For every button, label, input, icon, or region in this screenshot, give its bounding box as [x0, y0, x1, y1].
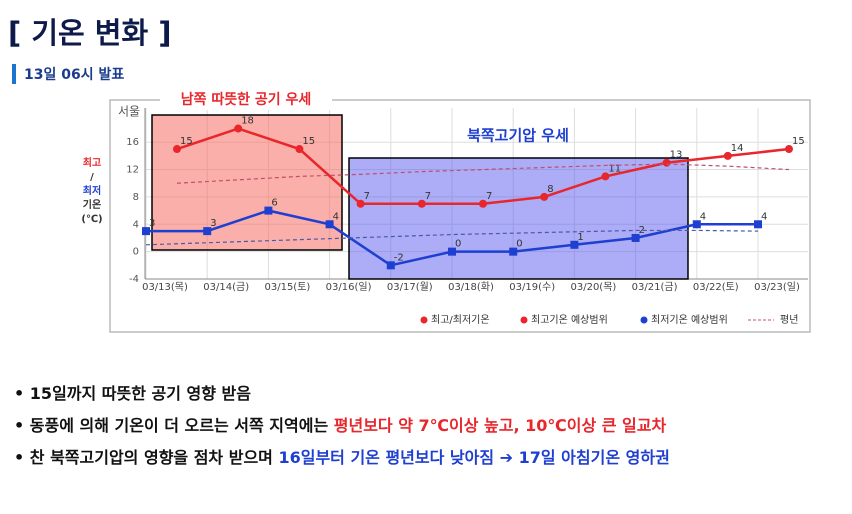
point — [264, 206, 273, 215]
point — [754, 220, 762, 229]
point — [631, 233, 640, 242]
data-label: 14 — [731, 143, 744, 154]
y-tick-label: 8 — [133, 192, 139, 203]
data-label: 15 — [302, 136, 315, 147]
y-label: / — [90, 172, 94, 183]
point — [142, 227, 150, 236]
x-tick-label: 03/21(금) — [632, 281, 678, 293]
label-bg — [160, 90, 332, 110]
data-label: 4 — [700, 211, 706, 222]
data-label: 0 — [455, 239, 461, 250]
x-tick-label: 03/20(목) — [570, 281, 616, 293]
x-tick-label: 03/15(토) — [264, 282, 310, 293]
point — [417, 199, 426, 208]
data-label: 6 — [271, 198, 277, 209]
bullet-text: 동풍에 의해 기온이 더 오르는 서쪽 지역에는 — [29, 416, 334, 435]
point — [540, 192, 549, 201]
point — [448, 247, 456, 256]
y-tick-label: 12 — [126, 165, 139, 176]
data-label: 11 — [608, 163, 621, 174]
point — [173, 145, 181, 154]
data-label: 3 — [149, 218, 155, 229]
bullet: • 15일까지 따뜻한 공기 영향 받음 — [14, 384, 251, 403]
legend-swatch — [640, 316, 648, 324]
data-label: 18 — [241, 116, 254, 127]
y-label: 기온 — [83, 198, 101, 211]
y-label: 최고 — [83, 156, 101, 169]
annotation: 북쪽고기압 우세 — [467, 127, 569, 145]
point — [692, 220, 701, 229]
bullet-text: 찬 북쪽고기압의 영향을 점차 받으며 — [29, 448, 279, 467]
legend-swatch — [420, 316, 428, 324]
legend-label: 최고기온 예상범위 — [531, 313, 608, 326]
point — [509, 247, 518, 256]
bullet-highlight: 평년보다 약 7℃이상 높고, 10℃이상 큰 일교차 — [333, 416, 667, 435]
data-label: 4 — [761, 211, 767, 222]
x-tick-label: 03/23(일) — [754, 281, 800, 293]
point — [723, 151, 732, 160]
y-label: (℃) — [81, 214, 102, 225]
bullet-text: 15일까지 따뜻한 공기 영향 받음 — [29, 384, 251, 403]
legend-label: 최저기온 예상범위 — [651, 313, 728, 326]
data-label: 13 — [670, 150, 683, 161]
data-label: 4 — [333, 211, 339, 222]
legend-swatch — [520, 316, 528, 324]
bullet: • 찬 북쪽고기압의 영향을 점차 받으며 16일부터 기온 평년보다 낮아짐 … — [14, 448, 670, 467]
y-label: 최저 — [83, 184, 101, 197]
point — [601, 172, 610, 181]
data-label: 7 — [486, 191, 492, 202]
x-tick-label: 03/13(목) — [142, 281, 188, 293]
point — [479, 199, 487, 208]
cold-box — [348, 157, 689, 280]
bullet: • 동풍에 의해 기온이 더 오르는 서쪽 지역에는 평년보다 약 7℃이상 높… — [14, 416, 667, 435]
bullet-highlight: 16일부터 기온 평년보다 낮아짐 — [278, 448, 495, 467]
issue-time: 13일 06시 발표 — [12, 64, 124, 84]
point — [570, 240, 579, 249]
station: 서울 — [118, 105, 140, 119]
data-label: 15 — [792, 136, 805, 147]
y-tick-label: 16 — [126, 137, 139, 148]
point — [386, 261, 395, 270]
point — [203, 227, 212, 236]
warm-box — [151, 114, 343, 251]
annotation: 남쪽 따뜻한 공기 우세 — [181, 91, 312, 108]
x-tick-label: 03/18(화) — [448, 281, 494, 293]
data-label: 15 — [180, 136, 193, 147]
data-label: 7 — [364, 191, 370, 202]
x-tick-label: 03/22(토) — [693, 282, 739, 293]
x-tick-label: 03/14(금) — [203, 281, 249, 293]
legend-label: 평년 — [780, 314, 798, 326]
data-label: 7 — [425, 191, 431, 202]
point — [356, 199, 365, 208]
x-tick-label: 03/19(수) — [509, 281, 555, 293]
data-label: 3 — [210, 218, 216, 229]
point — [234, 124, 243, 133]
x-tick-label: 03/17(월) — [387, 281, 433, 293]
x-tick-label: 03/16(일) — [326, 281, 372, 293]
y-tick-label: 0 — [133, 247, 139, 258]
bullet-highlight: ➔ 17일 아침기온 영하권 — [494, 448, 670, 467]
data-label: 8 — [547, 184, 553, 195]
page-title: [ 기온 변화 ] — [8, 16, 172, 50]
data-label: 2 — [639, 225, 645, 236]
data-label: 0 — [516, 239, 522, 250]
point — [785, 145, 793, 154]
legend-label: 최고/최저기온 — [431, 314, 490, 326]
y-tick-label: 4 — [133, 219, 139, 230]
data-label: -2 — [394, 252, 404, 263]
point — [325, 220, 334, 229]
y-tick-label: -4 — [129, 274, 139, 285]
data-label: 1 — [577, 232, 583, 243]
point — [295, 145, 304, 154]
